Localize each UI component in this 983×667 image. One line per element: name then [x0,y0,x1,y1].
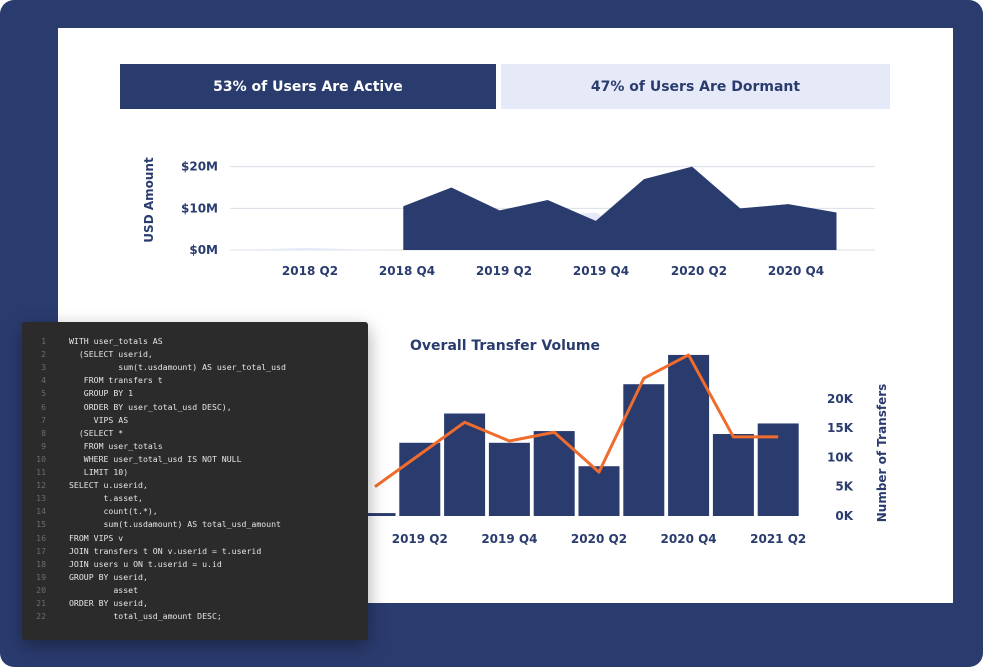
area-ytick-label: $0M [189,243,218,257]
code-line-number: 5 [41,388,46,399]
volume-bar [488,442,530,516]
area-xtick-label: 2019 Q4 [573,264,629,278]
sql-code-panel: 1 WITH user_totals AS 2 (SELECT userid, 3 s… [22,322,368,640]
code-line-text: t.asset, [69,493,143,504]
code-line-text: count(t.*), [69,506,158,517]
code-line-number: 19 [36,571,46,582]
bar-y2tick-label: 0K [835,509,853,523]
area-xtick-label: 2019 Q2 [476,264,532,278]
code-line-number: 8 [41,427,46,438]
area-xtick-label: 2020 Q4 [768,264,824,278]
code-line-number: 12 [36,480,46,491]
code-line-number: 17 [36,545,46,556]
volume-bar [623,384,665,516]
code-line-number: 10 [36,453,46,464]
volume-bar [354,513,396,516]
code-line-text: FROM VIPS v [69,532,124,543]
code-line-number: 1 [41,336,46,346]
code-line-text: SELECT u.userid, [69,480,148,491]
code-line-number: 15 [36,519,46,530]
volume-bar [757,423,799,516]
code-line-number: 21 [36,598,46,608]
code-line-number: 2 [41,349,46,360]
active-users-label: 53% of Users Are Active [213,78,403,95]
transfers-line [374,353,779,488]
code-line-text: GROUP BY 1 [69,388,134,399]
code-line-text: sum(t.usdamount) AS user_total_usd [69,362,286,373]
bar-y2tick-label: 10K [827,450,854,464]
active-users-banner: 53% of Users Are Active [120,64,496,109]
code-line-number: 7 [41,414,46,425]
bar-y2label: Number of Transfers [875,384,889,523]
area-ytick-label: $20M [181,160,218,174]
code-line-text: ORDER BY user_total_usd DESC), [69,401,232,412]
code-line-text: WHERE user_total_usd IS NOT NULL [69,453,242,464]
code-line-number: 16 [36,532,46,543]
dormant-users-label: 47% of Users Are Dormant [590,78,801,95]
code-line-number: 6 [41,401,46,412]
volume-bar [578,466,620,516]
code-line-text: ORDER BY userid, [69,598,148,608]
bar-chart-title: Overall Transfer Volume [410,338,600,354]
code-line-text: (SELECT * [69,427,124,438]
bar-xtick-label: 2019 Q2 [392,532,448,546]
area-ytick-label: $10M [181,201,218,215]
code-line-number: 9 [41,440,46,451]
bar-xtick-label: 2021 Q2 [750,532,806,546]
code-line-number: 20 [36,584,46,595]
bar-y2tick-label: 5K [835,480,853,494]
bar-xtick-label: 2019 Q4 [481,532,537,546]
code-line-number: 13 [36,493,46,504]
bar-y2tick-label: 15K [827,421,854,435]
code-line-text: JOIN users u ON t.userid = u.id [69,558,222,569]
code-line-text: JOIN transfers t ON v.userid = t.userid [69,545,262,556]
area-xtick-label: 2020 Q2 [671,264,727,278]
bar-xtick-label: 2020 Q4 [661,532,717,546]
area-series-1 [403,166,837,250]
area-ylabel: USD Amount [142,157,156,243]
volume-bar [712,434,754,516]
code-line-number: 14 [36,506,46,517]
code-line-number: 22 [36,611,46,622]
code-line-text: FROM user_totals [69,440,163,451]
code-line-text: WITH user_totals AS [69,336,163,346]
code-line-text: (SELECT userid, [69,349,153,360]
bar-y2tick-label: 20K [827,392,854,406]
code-line-text: FROM transfers t [69,375,163,386]
code-line-text: sum(t.usdamount) AS total_usd_amount [69,519,281,530]
code-line-text: asset [69,584,139,595]
code-line-text: total_usd_amount DESC; [69,611,222,622]
area-xtick-label: 2018 Q2 [282,264,338,278]
code-line-number: 3 [41,362,46,373]
code-line-number: 18 [36,558,46,569]
area-xtick-label: 2018 Q4 [379,264,435,278]
code-line-number: 11 [36,467,46,477]
bar-xtick-label: 2020 Q2 [571,532,627,546]
code-line-text: LIMIT 10) [69,467,129,477]
dormant-users-banner: 47% of Users Are Dormant [501,64,890,109]
code-line-number: 4 [41,375,46,386]
code-line-text: VIPS AS [69,414,129,425]
code-line-text: GROUP BY userid, [69,571,148,582]
